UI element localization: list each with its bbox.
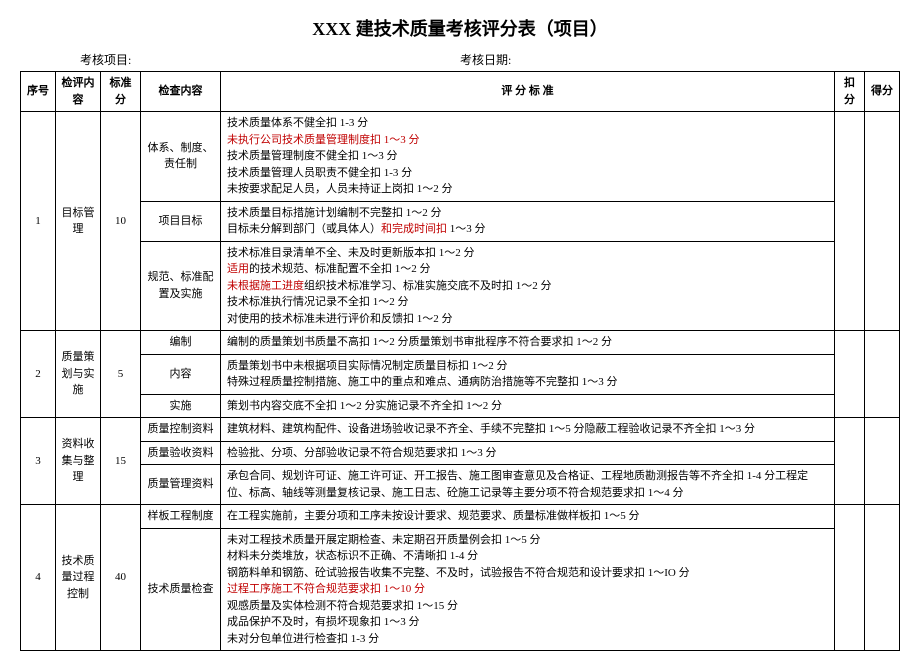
std-score-cell: 15: [101, 418, 141, 505]
criteria-line: 检验批、分项、分部验收记录不符合规范要求扣 1～3 分: [227, 445, 828, 462]
col-category: 检评内容: [56, 72, 101, 112]
score-table: 序号 检评内容 标准分 检查内容 评 分 标 准 扣分 得分 1目标管理10体系…: [20, 71, 900, 651]
col-check-item: 检查内容: [141, 72, 221, 112]
table-row: 3资料收集与整理15质量控制资料建筑材料、建筑构配件、设备进场验收记录不齐全、手…: [21, 418, 900, 442]
criteria-line: 目标未分解到部门（或具体人）和完成时间扣 1～3 分: [227, 221, 828, 238]
criteria-cell: 未对工程技术质量开展定期检查、未定期召开质量例会扣 1～5 分材料未分类堆放，状…: [221, 528, 835, 651]
deduct-cell: [835, 331, 865, 418]
seq-cell: 2: [21, 331, 56, 418]
category-cell: 质量策划与实施: [56, 331, 101, 418]
table-row: 4技术质量过程控制40样板工程制度在工程实施前，主要分项和工序未按设计要求、规范…: [21, 505, 900, 529]
criteria-line: 技术质量管理制度不健全扣 1～3 分: [227, 148, 828, 165]
criteria-cell: 质量策划书中未根据项目实际情况制定质量目标扣 1～2 分特殊过程质量控制措施、施…: [221, 354, 835, 394]
table-row: 规范、标准配置及实施技术标准目录清单不全、未及时更新版本扣 1～2 分适用的技术…: [21, 241, 900, 331]
criteria-line: 成品保护不及时，有损坏现象扣 1～3 分: [227, 614, 828, 631]
check-item-cell: 体系、制度、责任制: [141, 112, 221, 202]
check-item-cell: 质量控制资料: [141, 418, 221, 442]
criteria-cell: 策划书内容交底不全扣 1～2 分实施记录不齐全扣 1～2 分: [221, 394, 835, 418]
category-cell: 技术质量过程控制: [56, 505, 101, 651]
criteria-line: 建筑材料、建筑构配件、设备进场验收记录不齐全、手续不完整扣 1～5 分隐蔽工程验…: [227, 421, 828, 438]
score-cell: [865, 112, 900, 331]
score-cell: [865, 418, 900, 505]
category-cell: 目标管理: [56, 112, 101, 331]
table-row: 质量管理资料承包合同、规划许可证、施工许可证、开工报告、施工图审查意见及合格证、…: [21, 465, 900, 505]
table-body: 1目标管理10体系、制度、责任制技术质量体系不健全扣 1-3 分未执行公司技术质…: [21, 112, 900, 651]
header-row: 考核项目: 考核日期:: [20, 51, 900, 68]
std-score-cell: 5: [101, 331, 141, 418]
criteria-line: 未根据施工进度组织技术标准学习、标准实施交底不及时扣 1～2 分: [227, 278, 828, 295]
table-row: 质量验收资料检验批、分项、分部验收记录不符合规范要求扣 1～3 分: [21, 441, 900, 465]
table-row: 2质量策划与实施5编制编制的质量策划书质量不高扣 1～2 分质量策划书审批程序不…: [21, 331, 900, 355]
criteria-cell: 承包合同、规划许可证、施工许可证、开工报告、施工图审查意见及合格证、工程地质勘测…: [221, 465, 835, 505]
category-cell: 资料收集与整理: [56, 418, 101, 505]
criteria-line: 编制的质量策划书质量不高扣 1～2 分质量策划书审批程序不符合要求扣 1～2 分: [227, 334, 828, 351]
check-item-cell: 技术质量检查: [141, 528, 221, 651]
std-score-cell: 10: [101, 112, 141, 331]
criteria-cell: 在工程实施前，主要分项和工序未按设计要求、规范要求、质量标准做样板扣 1～5 分: [221, 505, 835, 529]
criteria-line: 质量策划书中未根据项目实际情况制定质量目标扣 1～2 分: [227, 358, 828, 375]
criteria-line: 未按要求配足人员，人员未持证上岗扣 1～2 分: [227, 181, 828, 198]
criteria-cell: 建筑材料、建筑构配件、设备进场验收记录不齐全、手续不完整扣 1～5 分隐蔽工程验…: [221, 418, 835, 442]
criteria-line: 技术质量体系不健全扣 1-3 分: [227, 115, 828, 132]
col-deduct: 扣分: [835, 72, 865, 112]
criteria-line: 未对工程技术质量开展定期检查、未定期召开质量例会扣 1～5 分: [227, 532, 828, 549]
check-item-cell: 规范、标准配置及实施: [141, 241, 221, 331]
criteria-cell: 编制的质量策划书质量不高扣 1～2 分质量策划书审批程序不符合要求扣 1～2 分: [221, 331, 835, 355]
page-title: XXX 建技术质量考核评分表（项目）: [20, 15, 900, 41]
deduct-cell: [835, 112, 865, 331]
criteria-line: 未执行公司技术质量管理制度扣 1～3 分: [227, 132, 828, 149]
criteria-cell: 技术质量目标措施计划编制不完整扣 1～2 分目标未分解到部门（或具体人）和完成时…: [221, 201, 835, 241]
col-seq: 序号: [21, 72, 56, 112]
seq-cell: 1: [21, 112, 56, 331]
criteria-line: 未对分包单位进行检查扣 1-3 分: [227, 631, 828, 648]
check-item-cell: 内容: [141, 354, 221, 394]
deduct-cell: [835, 418, 865, 505]
criteria-line: 适用的技术规范、标准配置不全扣 1～2 分: [227, 261, 828, 278]
criteria-line: 特殊过程质量控制措施、施工中的重点和难点、通病防治措施等不完整扣 1～3 分: [227, 374, 828, 391]
seq-cell: 3: [21, 418, 56, 505]
table-row: 实施策划书内容交底不全扣 1～2 分实施记录不齐全扣 1～2 分: [21, 394, 900, 418]
criteria-line: 对使用的技术标准未进行评价和反馈扣 1～2 分: [227, 311, 828, 328]
criteria-cell: 技术质量体系不健全扣 1-3 分未执行公司技术质量管理制度扣 1～3 分技术质量…: [221, 112, 835, 202]
criteria-cell: 检验批、分项、分部验收记录不符合规范要求扣 1～3 分: [221, 441, 835, 465]
check-item-cell: 编制: [141, 331, 221, 355]
check-item-cell: 实施: [141, 394, 221, 418]
score-cell: [865, 331, 900, 418]
project-label: 考核项目:: [20, 51, 460, 68]
criteria-line: 观感质量及实体检测不符合规范要求扣 1～15 分: [227, 598, 828, 615]
criteria-line: 技术质量管理人员职责不健全扣 1-3 分: [227, 165, 828, 182]
header-row: 序号 检评内容 标准分 检查内容 评 分 标 准 扣分 得分: [21, 72, 900, 112]
score-cell: [865, 505, 900, 651]
criteria-line: 材料未分类堆放，状态标识不正确、不清晰扣 1-4 分: [227, 548, 828, 565]
criteria-line: 在工程实施前，主要分项和工序未按设计要求、规范要求、质量标准做样板扣 1～5 分: [227, 508, 828, 525]
col-std-score: 标准分: [101, 72, 141, 112]
table-row: 内容质量策划书中未根据项目实际情况制定质量目标扣 1～2 分特殊过程质量控制措施…: [21, 354, 900, 394]
criteria-line: 技术标准目录清单不全、未及时更新版本扣 1～2 分: [227, 245, 828, 262]
table-row: 技术质量检查未对工程技术质量开展定期检查、未定期召开质量例会扣 1～5 分材料未…: [21, 528, 900, 651]
table-row: 1目标管理10体系、制度、责任制技术质量体系不健全扣 1-3 分未执行公司技术质…: [21, 112, 900, 202]
seq-cell: 4: [21, 505, 56, 651]
check-item-cell: 质量管理资料: [141, 465, 221, 505]
col-score: 得分: [865, 72, 900, 112]
criteria-cell: 技术标准目录清单不全、未及时更新版本扣 1～2 分适用的技术规范、标准配置不全扣…: [221, 241, 835, 331]
criteria-line: 技术质量目标措施计划编制不完整扣 1～2 分: [227, 205, 828, 222]
check-item-cell: 项目目标: [141, 201, 221, 241]
col-criteria: 评 分 标 准: [221, 72, 835, 112]
std-score-cell: 40: [101, 505, 141, 651]
criteria-line: 策划书内容交底不全扣 1～2 分实施记录不齐全扣 1～2 分: [227, 398, 828, 415]
criteria-line: 技术标准执行情况记录不全扣 1～2 分: [227, 294, 828, 311]
date-label: 考核日期:: [460, 51, 900, 68]
check-item-cell: 样板工程制度: [141, 505, 221, 529]
deduct-cell: [835, 505, 865, 651]
check-item-cell: 质量验收资料: [141, 441, 221, 465]
criteria-line: 钢筋料单和钢筋、砼试验报告收集不完整、不及时，试验报告不符合规范和设计要求扣 1…: [227, 565, 828, 582]
criteria-line: 过程工序施工不符合规范要求扣 1～10 分: [227, 581, 828, 598]
criteria-line: 承包合同、规划许可证、施工许可证、开工报告、施工图审查意见及合格证、工程地质勘测…: [227, 468, 828, 501]
table-row: 项目目标技术质量目标措施计划编制不完整扣 1～2 分目标未分解到部门（或具体人）…: [21, 201, 900, 241]
